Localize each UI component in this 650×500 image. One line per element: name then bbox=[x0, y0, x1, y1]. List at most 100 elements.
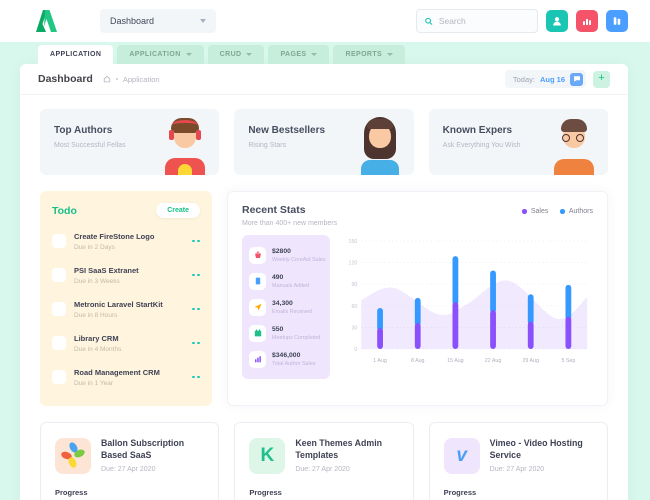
project-card-vimeo[interactable]: v Vimeo - Video Hosting Service Due: 27 … bbox=[428, 422, 608, 500]
stat-row: $2800 Weekly CoreAid Sales bbox=[249, 242, 326, 268]
todo-item-due: Due in 1 Year bbox=[74, 379, 114, 387]
stat-row: 34,300 Emails Received bbox=[249, 294, 323, 320]
avatar-girl bbox=[356, 117, 404, 175]
project-title: Keen Themes Admin Templates bbox=[295, 438, 383, 460]
legend-sales: Sales bbox=[522, 208, 548, 215]
chart-bars-icon bbox=[583, 19, 591, 25]
stat-label: Weekly CoreAid Sales bbox=[272, 256, 326, 263]
project-title: Ballon Subscription Based SaaS bbox=[101, 438, 185, 460]
todo-item-due: Due in 8 Hours bbox=[74, 311, 118, 319]
project-card-ballon[interactable]: Ballon Subscription Based SaaS Due: 27 A… bbox=[40, 422, 220, 500]
progress-label: Progress bbox=[55, 488, 88, 497]
progress-label: Progress bbox=[443, 488, 477, 497]
todo-checkbox[interactable] bbox=[52, 370, 66, 384]
breadcrumb-item: Application bbox=[122, 74, 160, 84]
user-button[interactable] bbox=[546, 10, 568, 32]
today-value: Aug 16 bbox=[539, 74, 565, 84]
todo-item: Library CRM Due in 4 Months bbox=[52, 326, 200, 360]
page-select[interactable]: Dashboard bbox=[100, 9, 216, 33]
chart-legend: Sales Authors bbox=[522, 204, 593, 215]
page-title: Dashboard bbox=[38, 73, 93, 85]
todo-item-due: Due in 4 Months bbox=[74, 345, 122, 353]
avatar-man-glasses bbox=[550, 117, 598, 175]
card-subtitle: Ask Everything You Wish bbox=[442, 142, 521, 149]
todo-checkbox[interactable] bbox=[52, 268, 66, 282]
svg-text:8 Aug: 8 Aug bbox=[411, 358, 425, 364]
stats-subtitle: More than 400+ new members bbox=[242, 220, 338, 227]
stats-chart: 0 30 60 90 120 150 1 Aug 8 Aug 15 Aug 22 Aug 29 Au… bbox=[340, 235, 593, 379]
stats-title: Recent Stats bbox=[242, 204, 306, 216]
today-date-button[interactable]: Today: Aug 16 bbox=[504, 70, 586, 88]
svg-text:90: 90 bbox=[351, 282, 357, 288]
tab-application-menu[interactable]: APPLICATION bbox=[117, 45, 204, 64]
todo-card: Todo Create Create FireStone Logo Due in… bbox=[40, 191, 212, 406]
item-menu-dots-icon[interactable] bbox=[192, 273, 200, 277]
tab-application-active[interactable]: APPLICATION bbox=[38, 45, 114, 64]
add-button[interactable]: + bbox=[593, 70, 610, 88]
todo-checkbox[interactable] bbox=[52, 336, 66, 350]
item-menu-dots-icon[interactable] bbox=[192, 239, 200, 243]
file-icon bbox=[249, 272, 266, 290]
project-due: Due: 27 Apr 2020 bbox=[101, 465, 156, 473]
tab-pages[interactable]: PAGES bbox=[268, 45, 330, 64]
project-card-keen[interactable]: K Keen Themes Admin Templates Due: 27 Ap… bbox=[234, 422, 414, 500]
stats-summary-panel: $2800 Weekly CoreAid Sales 490 bbox=[242, 235, 330, 379]
stat-label: Manuals Added bbox=[272, 282, 310, 289]
chevron-down-icon bbox=[200, 19, 206, 23]
card-subtitle: Most Successful Fellas bbox=[54, 142, 126, 149]
send-icon bbox=[249, 298, 266, 316]
item-menu-dots-icon[interactable] bbox=[192, 307, 200, 311]
feature-cards-row: Top Authors Most Successful Fellas New B… bbox=[40, 109, 608, 175]
stat-value: 34,300 bbox=[272, 299, 293, 307]
nav-tabs: APPLICATION APPLICATION CRUD PAGES REPOR… bbox=[20, 42, 628, 64]
tab-label: PAGES bbox=[280, 51, 307, 58]
stat-label: Emails Received bbox=[272, 308, 313, 315]
todo-item-title: Library CRM bbox=[74, 333, 119, 343]
recent-stats-card: Recent Stats More than 400+ new members … bbox=[227, 191, 608, 406]
tab-crud[interactable]: CRUD bbox=[207, 45, 265, 64]
todo-item-title: PSI SaaS Extranet bbox=[74, 265, 139, 275]
calendar-chat-icon bbox=[570, 72, 583, 86]
legend-dot-sales bbox=[522, 209, 527, 214]
stacked-bar-chart: 0 30 60 90 120 150 1 Aug 8 Aug 15 Aug 22 Aug 29 Au… bbox=[349, 239, 588, 364]
vimeo-logo-icon: v bbox=[443, 438, 480, 474]
stat-label: Meetups Completed bbox=[272, 334, 321, 341]
projects-row: Ballon Subscription Based SaaS Due: 27 A… bbox=[40, 422, 608, 500]
ballon-logo-icon bbox=[55, 438, 91, 474]
project-due: Due: 27 Apr 2020 bbox=[489, 465, 545, 473]
stat-row: $346,000 Total Author Sales bbox=[249, 346, 323, 372]
card-top-authors[interactable]: Top Authors Most Successful Fellas bbox=[40, 109, 220, 175]
chevron-down-icon bbox=[185, 53, 192, 56]
tab-label: CRUD bbox=[219, 51, 242, 58]
tab-reports[interactable]: REPORTS bbox=[333, 45, 406, 64]
svg-text:0: 0 bbox=[354, 347, 357, 353]
todo-checkbox[interactable] bbox=[52, 302, 66, 316]
stat-value: 490 bbox=[272, 273, 284, 281]
item-menu-dots-icon[interactable] bbox=[192, 341, 200, 345]
search-icon bbox=[425, 17, 433, 25]
brand-logo-icon[interactable] bbox=[36, 10, 62, 32]
stat-row: 550 Meetups Completed bbox=[249, 320, 323, 346]
svg-text:30: 30 bbox=[351, 325, 357, 331]
project-title: Vimeo - Video Hosting Service bbox=[489, 438, 583, 460]
item-menu-dots-icon[interactable] bbox=[192, 375, 200, 379]
avatar-boy-headphones bbox=[161, 117, 209, 175]
breadcrumb[interactable]: Application bbox=[103, 75, 160, 84]
todo-title: Todo bbox=[52, 204, 77, 217]
svg-text:22 Aug: 22 Aug bbox=[485, 358, 502, 364]
create-button[interactable]: Create bbox=[156, 203, 200, 218]
chevron-down-icon bbox=[387, 53, 394, 56]
todo-item-title: Metronic Laravel StartKit bbox=[74, 299, 163, 309]
stat-value: 550 bbox=[272, 325, 284, 333]
page-background: APPLICATION APPLICATION CRUD PAGES REPOR… bbox=[0, 42, 650, 500]
card-new-bestsellers[interactable]: New Bestsellers Rising Stars bbox=[234, 109, 414, 175]
search-input[interactable] bbox=[438, 16, 529, 26]
tab-label: APPLICATION bbox=[129, 51, 181, 58]
svg-text:15 Aug: 15 Aug bbox=[447, 358, 464, 364]
layout-button[interactable] bbox=[606, 10, 628, 32]
card-known-expers[interactable]: Known Expers Ask Everything You Wish bbox=[428, 109, 608, 175]
todo-checkbox[interactable] bbox=[52, 234, 66, 248]
stat-value: $346,000 bbox=[272, 351, 301, 359]
stats-button[interactable] bbox=[576, 10, 598, 32]
legend-authors: Authors bbox=[560, 208, 593, 215]
